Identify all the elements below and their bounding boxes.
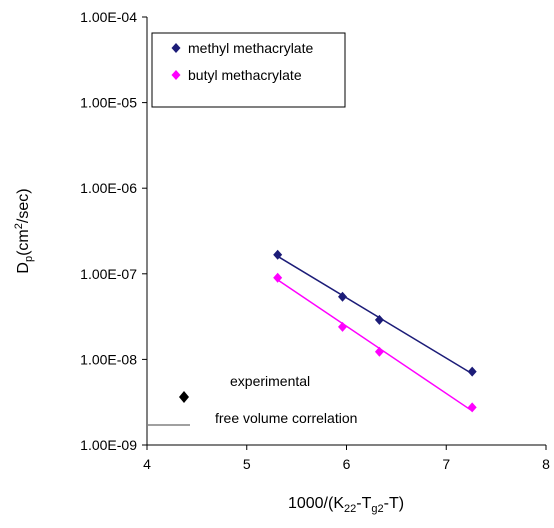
y-label-part: p [23, 256, 35, 262]
y-tick-label: 1.00E-06 [80, 180, 137, 196]
annotation: experimental [230, 373, 310, 389]
y-tick-label: 1.00E-09 [80, 437, 137, 453]
x-axis-label: 1000/(K22-Tg2-T) [288, 495, 404, 515]
annotation: free volume correlation [215, 410, 357, 426]
y-label-part: 2 [13, 223, 25, 229]
y-tick-label: 1.00E-08 [80, 351, 137, 367]
x-tick-label: 7 [442, 456, 450, 472]
annotation-marker [179, 391, 189, 403]
x-label-part: 1000/(K [288, 495, 344, 512]
legend-marker [171, 43, 181, 53]
legend-box [151, 32, 346, 108]
data-point [338, 291, 348, 302]
y-label-part: D [15, 262, 32, 274]
x-tick-label: 5 [243, 456, 251, 472]
x-label-part: g2 [371, 503, 383, 515]
fit-line [277, 279, 473, 412]
data-point [467, 402, 477, 413]
data-point [374, 314, 384, 325]
x-label-part: 22 [344, 503, 356, 515]
legend-label: butyl methacrylate [188, 67, 302, 83]
x-tick-label: 4 [143, 456, 151, 472]
y-tick-label: 1.00E-07 [80, 266, 137, 282]
legend-marker [171, 70, 181, 80]
x-label-part: -T) [384, 495, 404, 512]
data-point [273, 272, 283, 283]
legend-label: methyl methacrylate [188, 40, 313, 56]
y-axis-label: Dp(cm2/sec) [13, 188, 35, 273]
y-label-part: /sec) [15, 188, 32, 223]
x-label-part: -T [356, 495, 371, 512]
data-point [273, 249, 283, 260]
y-tick-label: 1.00E-05 [80, 95, 137, 111]
data-point [338, 321, 348, 332]
data-point [374, 346, 384, 357]
x-tick-label: 6 [343, 456, 351, 472]
x-tick-label: 8 [542, 456, 550, 472]
fit-line [277, 255, 473, 375]
y-tick-label: 1.00E-04 [80, 9, 137, 25]
y-label-part: (cm [15, 229, 32, 256]
data-point [467, 366, 477, 377]
